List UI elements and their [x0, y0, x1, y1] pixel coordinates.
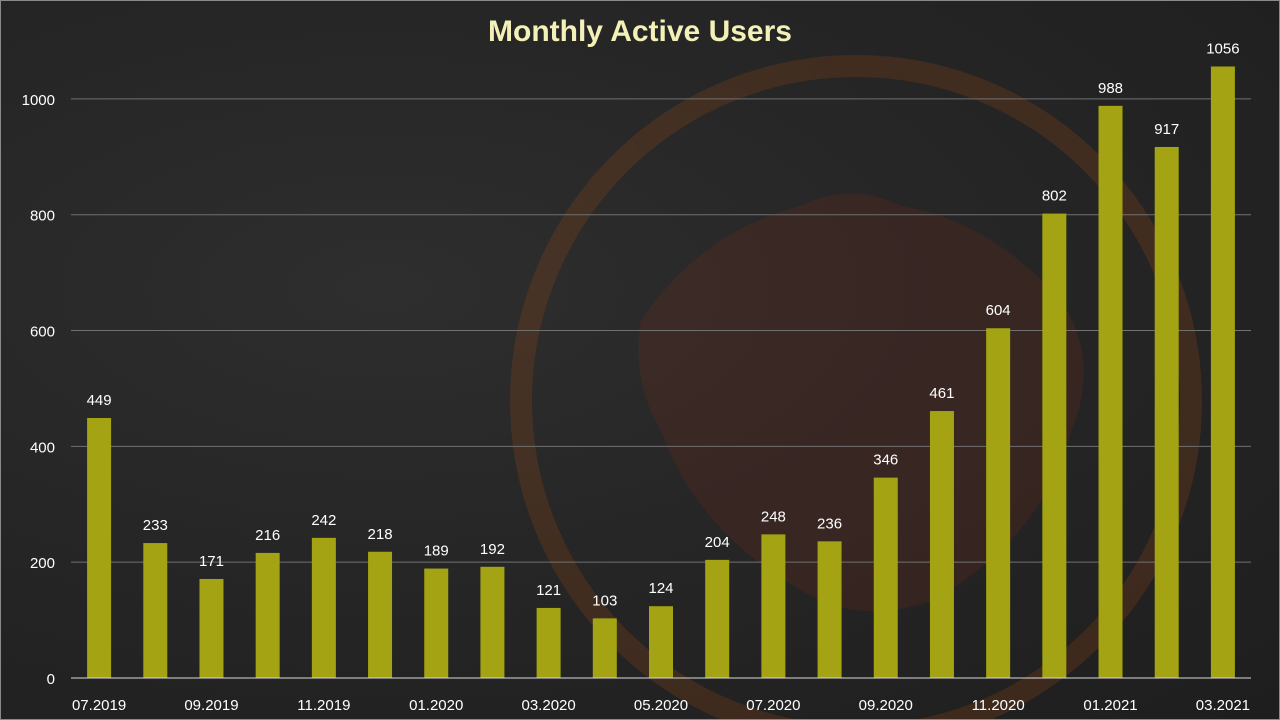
- bar: [87, 417, 112, 678]
- bar: [199, 578, 224, 678]
- bar: [255, 552, 280, 678]
- y-tick-label: 1000: [22, 92, 55, 109]
- y-tick-label: 800: [30, 208, 55, 225]
- bar: [1154, 146, 1179, 678]
- bar: [592, 618, 617, 678]
- data-label: 218: [368, 526, 393, 543]
- x-tick-label: 11.2019: [297, 697, 350, 714]
- data-label: 103: [592, 592, 617, 609]
- bar: [649, 606, 673, 678]
- bar: [536, 607, 561, 678]
- data-label: 1056: [1206, 40, 1239, 57]
- bar: [986, 328, 1011, 678]
- bar: [480, 566, 505, 678]
- data-label: 917: [1154, 121, 1179, 138]
- data-label: 802: [1042, 188, 1067, 205]
- data-label: 461: [929, 385, 954, 402]
- data-label: 204: [705, 534, 730, 551]
- x-tick-label: 01.2021: [1083, 697, 1137, 714]
- bar: [143, 543, 168, 678]
- data-label: 346: [873, 452, 898, 469]
- bar: [1098, 105, 1123, 679]
- x-tick-label: 11.2020: [972, 697, 1025, 714]
- bar: [705, 559, 730, 678]
- data-label: 189: [424, 543, 449, 560]
- x-tick-label: 03.2020: [522, 697, 576, 714]
- y-axis: 0 200 400 600 800 1000: [22, 92, 55, 688]
- data-label: 248: [761, 508, 786, 525]
- data-label: 233: [143, 517, 168, 534]
- bar: [817, 541, 842, 678]
- data-label: 242: [311, 512, 336, 529]
- x-axis: 07.2019 09.2019 11.2019 01.2020 03.2020 05.20…: [71, 677, 1251, 714]
- x-tick-label: 07.2020: [746, 697, 800, 714]
- x-tick-label: 09.2019: [184, 697, 238, 714]
- bar: [1210, 66, 1235, 679]
- data-label: 121: [536, 582, 561, 599]
- x-tick-label: 05.2020: [634, 697, 688, 714]
- data-label: 192: [480, 541, 505, 558]
- x-tick-label: 07.2019: [72, 697, 126, 714]
- bar: [761, 534, 786, 678]
- x-tick-label: 09.2020: [859, 697, 913, 714]
- bars: [87, 66, 1235, 679]
- data-label: 988: [1098, 80, 1123, 97]
- data-label: 236: [817, 515, 842, 532]
- data-labels: 449 233 171 216 242 218 189 192 121 103 124 204 248 2…: [87, 40, 1240, 609]
- y-tick-label: 600: [30, 324, 55, 341]
- y-tick-label: 200: [30, 555, 55, 572]
- bar: [368, 551, 393, 678]
- data-label: 124: [648, 580, 673, 597]
- bar: [1042, 213, 1067, 678]
- y-tick-label: 0: [47, 671, 55, 688]
- x-tick-label: 03.2021: [1196, 697, 1250, 714]
- gridlines: [71, 98, 1251, 563]
- lion-logo-watermark: [510, 55, 1202, 719]
- data-label: 604: [986, 302, 1011, 319]
- data-label: 216: [255, 527, 280, 544]
- bar: [311, 537, 336, 678]
- bar: [424, 568, 449, 678]
- y-tick-label: 400: [30, 439, 55, 456]
- data-label: 449: [87, 392, 112, 409]
- chart-title: Monthly Active Users: [488, 15, 792, 48]
- data-label: 171: [199, 553, 224, 570]
- bar: [873, 477, 898, 678]
- x-tick-label: 01.2020: [409, 697, 463, 714]
- bar: [929, 411, 954, 678]
